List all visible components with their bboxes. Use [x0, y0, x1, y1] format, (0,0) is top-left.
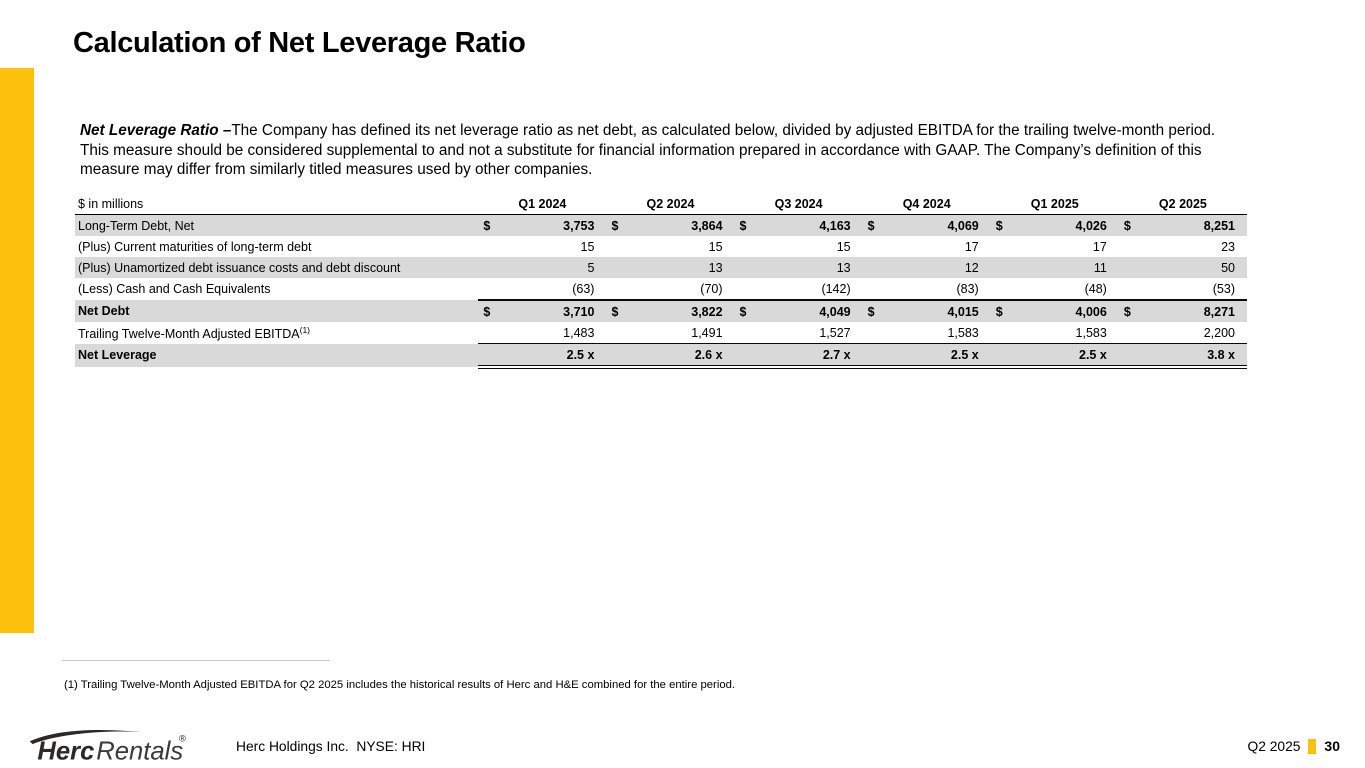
cell-value: 17: [964, 239, 979, 254]
cell-value: 15: [708, 239, 723, 254]
cell-value: 15: [580, 239, 595, 254]
unit-label: $ in millions: [75, 194, 479, 215]
cell-value: $8,251: [1123, 218, 1235, 233]
cell-value: $4,026: [995, 218, 1107, 233]
left-accent-bar: [0, 68, 34, 633]
cell-value: $8,271: [1123, 304, 1235, 319]
row-label: Trailing Twelve-Month Adjusted EBITDA(1): [78, 324, 311, 341]
cell-value: 23: [1221, 239, 1235, 254]
cell-value: 1,583: [862, 322, 991, 344]
cell-value: 3.8 x: [1118, 343, 1247, 369]
dollar-sign: $: [867, 218, 875, 233]
cell-value: $4,069: [867, 218, 979, 233]
dollar-sign: $: [483, 304, 491, 319]
cell-value: 2.7 x: [734, 343, 863, 369]
table-col-header: Q1 2025: [990, 194, 1119, 215]
cell-value: $3,864: [611, 218, 723, 233]
table-col-header: Q2 2024: [606, 194, 735, 215]
cell-value: $3,822: [611, 304, 723, 319]
cell-value: 15: [836, 239, 851, 254]
cell-value: (53): [1118, 278, 1247, 301]
cell-value: (70): [606, 278, 735, 301]
herc-rentals-logo: Herc Rentals ®: [29, 730, 186, 765]
cell-value: 50: [1221, 260, 1235, 275]
logo-text-light: Rentals: [96, 737, 183, 765]
cell-value: (63): [478, 278, 607, 301]
table-row: Net Leverage 2.5 x 2.6 x 2.7 x 2.5 x 2.5 x 3.8…: [75, 343, 1247, 369]
cell-value: 1,483: [478, 322, 607, 344]
cell-value: 13: [836, 260, 851, 275]
table-row: (Plus) Current maturities of long-term d…: [75, 236, 1247, 257]
dollar-sign: $: [739, 304, 747, 319]
dollar-sign: $: [739, 218, 747, 233]
table-col-header: Q3 2024: [734, 194, 863, 215]
footer-right-group: Q2 2025 30: [1247, 738, 1340, 754]
intro-lead: Net Leverage Ratio –: [80, 122, 232, 140]
cell-value: $4,015: [867, 304, 979, 319]
page-number: 30: [1324, 738, 1340, 754]
table-row: Long-Term Debt, Net $3,753 $3,864 $4,163 $4,…: [75, 214, 1247, 236]
cell-value: 1,583: [990, 322, 1119, 344]
cell-value: 5: [587, 260, 595, 275]
footer-period: Q2 2025: [1247, 738, 1301, 754]
cell-value: 2,200: [1118, 322, 1247, 344]
row-label: Long-Term Debt, Net: [78, 218, 195, 233]
table-col-header: Q4 2024: [862, 194, 991, 215]
cell-value: 17: [1092, 239, 1107, 254]
table-row: Net Debt $3,710 $3,822 $4,049 $4,015 $4,006 $8…: [75, 300, 1247, 322]
dollar-sign: $: [611, 304, 619, 319]
cell-value: 1,527: [734, 322, 863, 344]
cell-value: (48): [990, 278, 1119, 301]
cell-value: $4,163: [739, 218, 851, 233]
cell-value: $3,710: [483, 304, 595, 319]
cell-value: (142): [734, 278, 863, 301]
dollar-sign: $: [1123, 218, 1131, 233]
footnote-reference: (1): [299, 324, 311, 335]
footnote-divider: [62, 660, 330, 661]
table-row: (Plus) Unamortized debt issuance costs a…: [75, 257, 1247, 278]
row-label: Net Debt: [78, 304, 130, 318]
registered-mark: ®: [179, 733, 186, 744]
dollar-sign: $: [995, 218, 1003, 233]
logo-text-bold: Herc: [37, 737, 94, 765]
row-label: (Plus) Unamortized debt issuance costs a…: [78, 260, 401, 275]
table-col-header: Q1 2024: [478, 194, 607, 215]
intro-body: The Company has defined its net leverage…: [80, 122, 1224, 179]
table-header-row: $ in millions Q1 2024 Q2 2024 Q3 2024 Q4 20…: [75, 194, 1247, 215]
dollar-sign: $: [995, 304, 1003, 319]
row-label: (Plus) Current maturities of long-term d…: [78, 239, 312, 254]
footer-company-text: Herc Holdings Inc. NYSE: HRI: [236, 739, 426, 754]
cell-value: (83): [862, 278, 991, 301]
cell-value: 11: [1093, 260, 1107, 275]
cell-value: 2.5 x: [862, 343, 991, 369]
cell-value: $4,049: [739, 304, 851, 319]
table-row: (Less) Cash and Cash Equivalents (63) (70)…: [75, 278, 1247, 301]
footnote: (1) Trailing Twelve-Month Adjusted EBITD…: [64, 679, 736, 691]
cell-value: 12: [964, 260, 979, 275]
logo-swoosh-icon: [29, 730, 143, 745]
cell-value: 2.6 x: [606, 343, 735, 369]
dollar-sign: $: [611, 218, 619, 233]
dollar-sign: $: [867, 304, 875, 319]
net-leverage-table: $ in millions Q1 2024 Q2 2024 Q3 2024 Q4 20…: [75, 194, 1247, 369]
dollar-sign: $: [1123, 304, 1131, 319]
cell-value: 1,491: [606, 322, 735, 344]
cell-value: $3,753: [483, 218, 595, 233]
intro-paragraph: Net Leverage Ratio –The Company has defi…: [80, 121, 1243, 180]
cell-value: $4,006: [995, 304, 1107, 319]
row-label: Net Leverage: [78, 348, 157, 363]
row-label: (Less) Cash and Cash Equivalents: [78, 282, 271, 296]
cell-value: 2.5 x: [990, 343, 1119, 369]
cell-value: 2.5 x: [478, 343, 607, 369]
page-marker-icon: [1308, 738, 1317, 754]
table-col-header: Q2 2025: [1118, 194, 1247, 215]
dollar-sign: $: [483, 218, 491, 233]
table-row: Trailing Twelve-Month Adjusted EBITDA(1)…: [75, 322, 1247, 344]
page-title: Calculation of Net Leverage Ratio: [73, 27, 526, 59]
cell-value: 13: [708, 260, 723, 275]
